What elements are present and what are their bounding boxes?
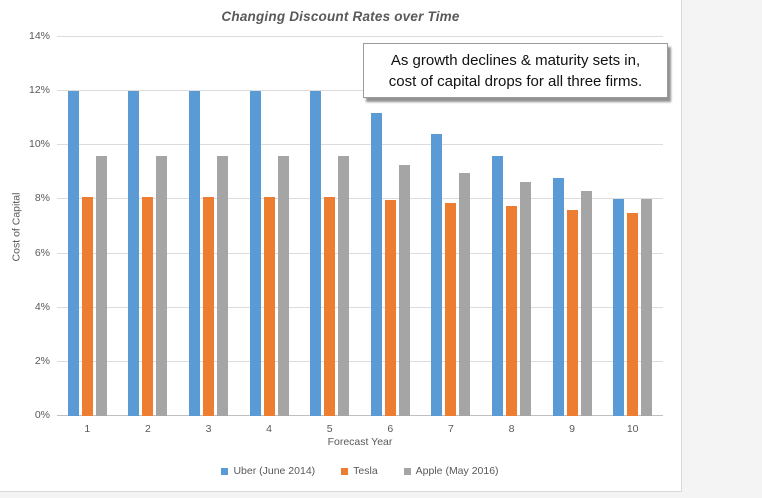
bar-uber-june-2014-year-1 — [67, 91, 79, 416]
bar-apple-may-2016-year-9 — [580, 190, 592, 416]
plot-area: 1 2 3 4 5 6 7 8 9 10 — [57, 36, 663, 435]
category-slot-3: 3 — [178, 37, 239, 435]
y-tick-label-2%: 2% — [34, 354, 50, 367]
legend-swatch-apple-may-2016 — [403, 467, 411, 475]
x-tick-label-10: 10 — [626, 423, 639, 435]
bar-tesla-year-9 — [566, 209, 578, 416]
category-slot-8: 8 — [481, 37, 542, 435]
y-tick-label-0%: 0% — [34, 409, 50, 421]
legend-item-apple-may-2016: Apple (May 2016) — [403, 465, 499, 477]
x-tick-label-5: 5 — [326, 423, 333, 435]
bar-uber-june-2014-year-3 — [188, 91, 200, 416]
bar-tesla-year-5 — [324, 196, 336, 416]
legend: Uber (June 2014) Tesla Apple (May 2016) — [57, 465, 663, 477]
bar-apple-may-2016-year-8 — [519, 182, 531, 416]
category-slot-10: 10 — [602, 37, 663, 435]
bar-apple-may-2016-year-10 — [641, 199, 653, 416]
legend-label-uber-june-2014: Uber (June 2014) — [233, 465, 316, 477]
x-tick-label-2: 2 — [144, 423, 151, 435]
y-tick-label-14%: 14% — [28, 30, 50, 42]
category-slot-1: 1 — [57, 37, 118, 435]
bar-tesla-year-6 — [384, 199, 396, 416]
y-tick-label-4%: 4% — [34, 300, 50, 313]
gridline-12% — [57, 90, 663, 92]
y-tick-label-10%: 10% — [28, 138, 50, 151]
gridline-10% — [57, 144, 663, 146]
legend-swatch-uber-june-2014 — [221, 467, 229, 475]
bar-uber-june-2014-year-2 — [128, 91, 140, 416]
x-axis-line — [57, 415, 663, 416]
category-slot-9: 9 — [542, 37, 603, 435]
category-slot-2: 2 — [118, 37, 179, 435]
x-tick-label-4: 4 — [266, 423, 273, 435]
gridline-14% — [57, 36, 663, 37]
bar-apple-may-2016-year-4 — [277, 156, 289, 416]
bar-tesla-year-1 — [81, 196, 93, 416]
x-tick-label-9: 9 — [569, 423, 576, 435]
gridline-2% — [57, 360, 663, 362]
gridline-4% — [57, 306, 663, 308]
bar-uber-june-2014-year-4 — [249, 91, 261, 416]
bar-tesla-year-7 — [445, 203, 457, 416]
y-tick-label-8%: 8% — [34, 192, 50, 205]
category-slot-5: 5 — [299, 37, 360, 435]
legend-swatch-tesla — [341, 467, 349, 475]
gridline-6% — [57, 252, 663, 254]
bar-uber-june-2014-year-10 — [613, 199, 625, 416]
legend-item-uber-june-2014: Uber (June 2014) — [221, 465, 315, 477]
bar-apple-may-2016-year-1 — [95, 156, 107, 416]
bar-apple-may-2016-year-3 — [216, 156, 228, 416]
legend-label-tesla: Tesla — [353, 465, 378, 477]
bar-tesla-year-3 — [202, 196, 214, 416]
category-slot-6: 6 — [360, 37, 421, 435]
y-tick-label-12%: 12% — [28, 84, 50, 97]
annotation-line-1: As growth declines & maturity sets in, — [390, 51, 641, 69]
legend-item-tesla: Tesla — [341, 465, 378, 477]
gridline-8% — [57, 198, 663, 200]
annotation-line-2: cost of capital drops for all three firm… — [388, 72, 643, 90]
annotation-box: As growth declines & maturity sets in, c… — [363, 43, 668, 98]
x-tick-label-1: 1 — [84, 423, 91, 435]
bar-apple-may-2016-year-5 — [338, 156, 350, 416]
bar-apple-may-2016-year-2 — [156, 156, 168, 416]
y-tick-label-6%: 6% — [34, 246, 50, 259]
x-tick-label-3: 3 — [205, 423, 212, 435]
chart-title: Changing Discount Rates over Time — [221, 9, 460, 24]
bar-tesla-year-4 — [263, 196, 275, 416]
bar-uber-june-2014-year-6 — [370, 112, 382, 416]
bar-tesla-year-8 — [505, 206, 517, 416]
x-tick-label-8: 8 — [508, 423, 515, 435]
legend-label-apple-may-2016: Apple (May 2016) — [415, 465, 499, 477]
x-tick-label-7: 7 — [447, 423, 454, 435]
bar-apple-may-2016-year-7 — [459, 173, 471, 416]
bar-tesla-year-2 — [142, 196, 154, 416]
x-axis-title: Forecast Year — [327, 436, 393, 448]
x-tick-label-6: 6 — [387, 423, 394, 435]
category-slot-4: 4 — [239, 37, 300, 435]
bar-tesla-year-10 — [627, 212, 639, 416]
bar-apple-may-2016-year-6 — [398, 164, 410, 416]
category-slot-7: 7 — [421, 37, 482, 435]
bar-uber-june-2014-year-9 — [552, 177, 564, 416]
bar-uber-june-2014-year-7 — [431, 134, 443, 416]
bar-uber-june-2014-year-8 — [491, 156, 503, 416]
bar-uber-june-2014-year-5 — [310, 91, 322, 416]
chart-canvas: Changing Discount Rates over Time Cost o… — [0, 0, 682, 492]
